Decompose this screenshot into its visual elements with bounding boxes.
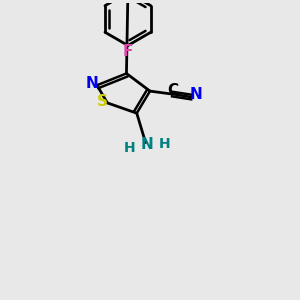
Text: F: F [123,44,133,59]
Text: N: N [190,87,202,102]
Text: S: S [97,94,107,109]
Text: C: C [167,83,178,98]
Text: H: H [124,141,135,155]
Text: H: H [159,136,170,151]
Text: N: N [141,137,153,152]
Text: N: N [85,76,98,91]
